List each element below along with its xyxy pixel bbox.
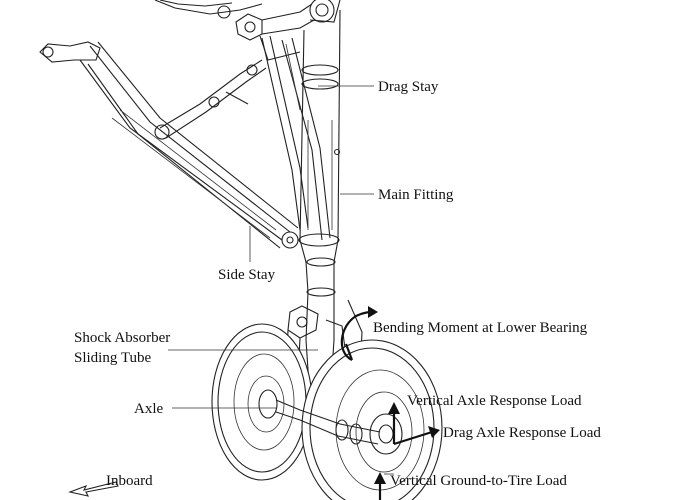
leader-lines [168, 85, 394, 475]
vertical-ground-load-label: Vertical Ground-to-Tire Load [390, 473, 567, 489]
main-fitting-label: Main Fitting [378, 187, 454, 203]
axle-assembly [275, 399, 381, 445]
bending-moment-arrow [340, 306, 378, 361]
shock-absorber-label-line1: Shock Absorber [74, 330, 170, 346]
side-stay-label: Side Stay [218, 267, 276, 283]
main-fitting-cylinder [298, 9, 341, 297]
axle-label: Axle [134, 401, 164, 417]
vertical-ground-load-arrow [374, 472, 386, 500]
vertical-axle-load-arrow [388, 402, 400, 444]
drag-stay-label: Drag Stay [378, 79, 439, 95]
drag-stay-struts [261, 35, 331, 241]
bending-moment-label: Bending Moment at Lower Bearing [373, 320, 588, 336]
side-stay-strut [39, 41, 299, 249]
shock-absorber-label-line2: Sliding Tube [74, 350, 151, 366]
left-wheel [211, 323, 313, 481]
upper-attachment [154, 0, 341, 61]
vertical-axle-load-label: Vertical Axle Response Load [407, 393, 582, 409]
inboard-label: Inboard [106, 473, 153, 489]
drag-axle-load-arrow [393, 426, 440, 446]
inboard-arrow [68, 481, 119, 497]
drag-axle-load-label: Drag Axle Response Load [443, 425, 601, 441]
